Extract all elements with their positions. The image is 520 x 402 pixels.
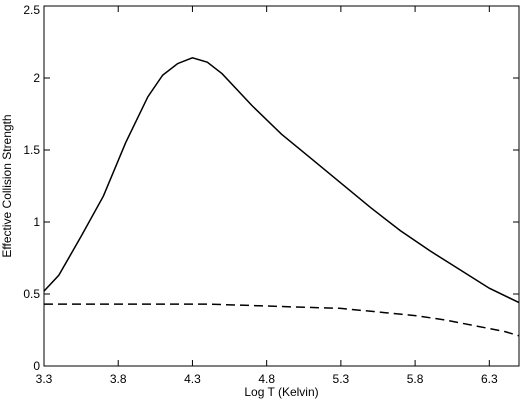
- series-line-solid: [43, 57, 520, 304]
- y-tick-label: 0: [33, 359, 40, 373]
- y-tick-label: 2.5: [23, 3, 40, 17]
- x-tick-label: 6.3: [481, 372, 498, 386]
- y-axis-title: Effective Collision Strength: [0, 114, 14, 257]
- x-tick-label: 3.8: [110, 372, 127, 386]
- x-tick-label: 5.3: [333, 372, 350, 386]
- x-tick-label: 4.3: [184, 372, 201, 386]
- x-axis-title: Log T (Kelvin): [244, 385, 318, 399]
- x-axis-ticks: 3.3 3.8 4.3 4.8 5.3 5.8 6.3: [36, 6, 498, 386]
- y-tick-label: 1: [33, 215, 40, 229]
- plot-frame: [43, 5, 520, 367]
- x-tick-label: 3.3: [36, 372, 53, 386]
- y-tick-label: 0.5: [23, 287, 40, 301]
- y-axis-ticks: 0 0.5 1 1.5 2 2.5: [23, 3, 519, 373]
- x-tick-label: 4.8: [258, 372, 275, 386]
- y-tick-label: 2: [33, 71, 40, 85]
- x-tick-label: 5.8: [407, 372, 424, 386]
- y-tick-label: 1.5: [23, 143, 40, 157]
- series-line-dashed: [44, 303, 520, 337]
- plot-lines: [43, 57, 520, 337]
